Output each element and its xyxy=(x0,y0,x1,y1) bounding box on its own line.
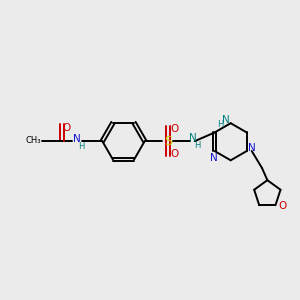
Text: N: N xyxy=(73,134,81,144)
Text: O: O xyxy=(278,201,286,212)
Text: S: S xyxy=(164,135,172,148)
Text: H: H xyxy=(194,141,201,150)
Text: N: N xyxy=(222,115,230,125)
Text: O: O xyxy=(63,123,71,133)
Text: N: N xyxy=(188,133,196,143)
Text: CH₃: CH₃ xyxy=(25,136,40,145)
Text: O: O xyxy=(171,124,179,134)
Text: H: H xyxy=(78,142,85,151)
Text: N: N xyxy=(210,152,217,163)
Text: N: N xyxy=(248,143,256,153)
Text: O: O xyxy=(171,148,179,158)
Text: H: H xyxy=(217,121,224,130)
